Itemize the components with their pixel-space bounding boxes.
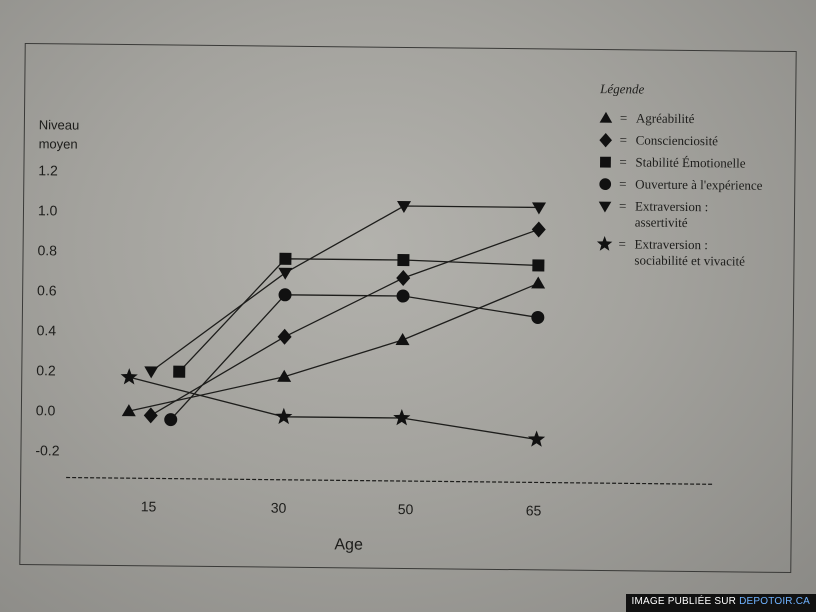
- legend-equals: =: [620, 110, 628, 125]
- series-line-4: [150, 205, 539, 372]
- data-point: [532, 259, 545, 272]
- y-tick-label: 0.4: [37, 322, 57, 338]
- series-line-2: [178, 258, 539, 373]
- legend-equals: =: [619, 154, 627, 169]
- legend-title: Légende: [599, 81, 644, 96]
- series-line-5: [129, 376, 537, 441]
- x-tick-label: 50: [398, 501, 414, 517]
- data-point: [278, 288, 292, 302]
- data-point: [143, 407, 158, 424]
- data-point: [532, 202, 547, 215]
- legend-marker: [598, 201, 612, 213]
- data-point: [531, 276, 546, 289]
- legend-label: Stabilité Émotionelle: [635, 154, 746, 170]
- x-axis-line: [66, 476, 714, 485]
- y-axis-title-line1: Niveau: [39, 117, 80, 132]
- legend-equals: =: [620, 132, 628, 147]
- legend-label: Conscienciosité: [636, 132, 719, 148]
- data-point: [277, 328, 292, 345]
- data-point: [120, 368, 138, 385]
- data-point: [279, 252, 292, 265]
- legend-label: Ouverture à l'expérience: [635, 176, 763, 192]
- data-point: [397, 200, 412, 214]
- y-tick-label: 0.2: [36, 362, 56, 378]
- y-tick-label: 0.0: [36, 402, 56, 418]
- data-point: [278, 267, 293, 280]
- x-axis-title: Age: [334, 536, 363, 553]
- legend-marker: [599, 132, 612, 148]
- data-point: [393, 409, 411, 426]
- y-tick-label: 0.6: [37, 282, 57, 298]
- data-point: [164, 413, 178, 427]
- legend-equals: =: [619, 198, 627, 213]
- y-tick-label: -0.2: [35, 442, 60, 458]
- data-point: [395, 333, 410, 346]
- legend-label: sociabilité et vivacité: [634, 252, 745, 268]
- x-tick-label: 30: [271, 500, 287, 516]
- x-tick-label: 15: [141, 498, 157, 514]
- x-tick-label: 65: [526, 502, 542, 518]
- watermark-prefix: IMAGE PUBLIÉE SUR: [631, 596, 740, 607]
- y-tick-label: 0.8: [37, 242, 57, 258]
- data-point: [531, 310, 545, 324]
- data-point: [173, 365, 186, 378]
- legend-label: Extraversion :: [635, 236, 708, 252]
- data-point: [277, 369, 292, 382]
- data-point: [527, 430, 546, 447]
- legend-marker: [599, 156, 611, 168]
- data-point: [275, 407, 293, 425]
- y-tick-label: 1.2: [38, 162, 58, 178]
- y-tick-label: 1.0: [38, 202, 58, 218]
- legend-equals: =: [619, 176, 627, 191]
- watermark-banner: IMAGE PUBLIÉE SUR DEPOTOIR.CA: [625, 594, 816, 612]
- legend-marker: [599, 111, 613, 123]
- series-line-1: [150, 228, 539, 416]
- legend-label: Agréabilité: [636, 110, 695, 126]
- data-point: [144, 366, 159, 379]
- data-point: [121, 404, 136, 417]
- y-axis-title-line2: moyen: [39, 136, 78, 151]
- watermark-link[interactable]: DEPOTOIR.CA: [739, 596, 810, 607]
- data-point: [531, 221, 546, 238]
- legend-marker: [596, 236, 613, 251]
- series-line-0: [128, 282, 539, 412]
- data-point: [397, 253, 410, 267]
- data-point: [396, 270, 411, 287]
- legend-label: Extraversion :: [635, 198, 708, 214]
- legend-marker: [599, 178, 612, 190]
- legend-equals: =: [619, 236, 627, 251]
- data-point: [396, 289, 410, 303]
- series-line-3: [170, 294, 538, 421]
- legend-label: assertivité: [635, 214, 688, 230]
